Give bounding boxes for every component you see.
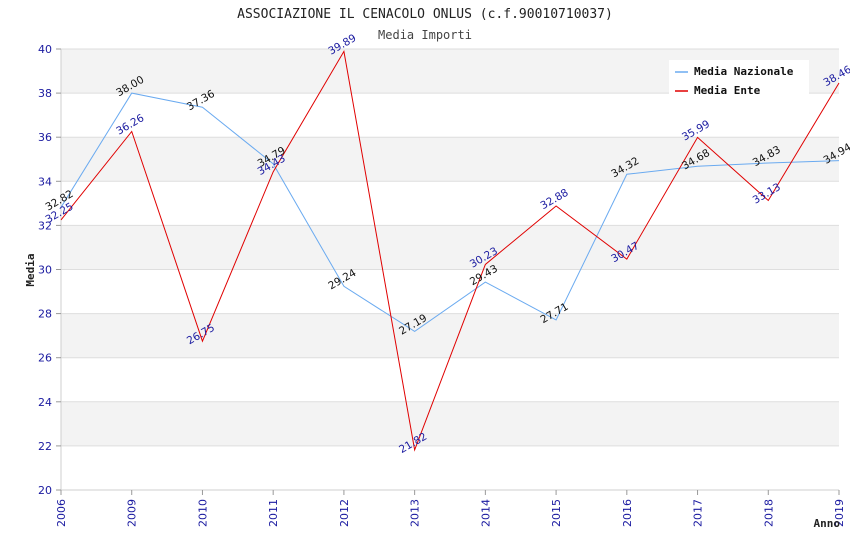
series-lines: [60, 50, 840, 452]
legend-label-media-ente: Media Ente: [694, 84, 761, 97]
x-tick-label: 2011: [267, 499, 280, 527]
grid-band: [61, 225, 839, 270]
series-line-media-nazionale: [60, 92, 840, 333]
y-tick-label: 32: [38, 219, 52, 232]
series-line-media-ente: [60, 50, 840, 452]
data-label-media-ente: 32.88: [539, 187, 571, 212]
x-tick-label: 2017: [692, 499, 705, 527]
y-tick-label: 30: [38, 264, 52, 277]
x-tick-label: 2019: [833, 499, 846, 527]
gridlines: [61, 48, 839, 491]
legend-box: [669, 60, 809, 96]
x-axis-label: Anno: [814, 517, 841, 530]
x-tick-label: 2010: [196, 499, 209, 527]
y-tick-label: 26: [38, 352, 52, 365]
legend-label-media-nazionale: Media Nazionale: [694, 65, 794, 78]
y-tick-label: 34: [38, 175, 52, 188]
y-tick-label: 40: [38, 43, 52, 56]
y-tick-label: 38: [38, 87, 52, 100]
x-tick-label: 2013: [409, 499, 422, 527]
x-tick-label: 2009: [126, 499, 139, 527]
chart-subtitle: Media Importi: [378, 28, 472, 42]
x-tick-label: 2006: [55, 499, 68, 527]
x-tick-label: 2012: [338, 499, 351, 527]
y-tick-label: 36: [38, 131, 52, 144]
chart-title: ASSOCIAZIONE IL CENACOLO ONLUS (c.f.9001…: [237, 7, 613, 22]
y-tick-label: 22: [38, 440, 52, 453]
x-axis-ticks: 2006 2009 2010 2011 2012 2013 2014 2015 2016 2017…: [55, 490, 846, 527]
y-tick-label: 20: [38, 484, 52, 497]
data-label-media-nazionale: 29.24: [326, 267, 358, 293]
grid-band: [61, 313, 839, 358]
grid-band: [61, 137, 839, 182]
grid-bands: [61, 49, 839, 446]
y-tick-label: 28: [38, 308, 52, 321]
x-tick-label: 2015: [550, 499, 563, 527]
legend: Media Nazionale Media Ente: [669, 60, 809, 97]
data-label-media-ente: 33.13: [751, 181, 783, 206]
grid-band: [61, 401, 839, 446]
x-tick-label: 2014: [479, 499, 492, 527]
x-tick-label: 2016: [621, 499, 634, 527]
y-axis-ticks: 20 22 24 26 28 30 32 34 36 38 40: [38, 43, 61, 497]
x-tick-label: 2018: [762, 499, 775, 527]
y-tick-label: 24: [38, 396, 52, 409]
y-axis-label: Media: [24, 253, 37, 286]
